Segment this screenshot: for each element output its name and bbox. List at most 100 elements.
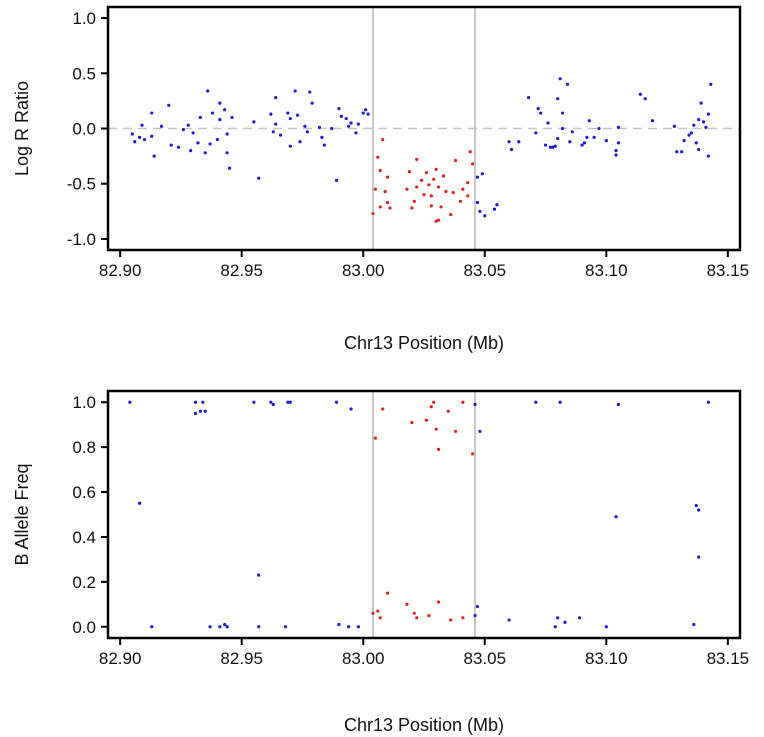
data-point <box>697 118 701 122</box>
y-tick-label: 0.0 <box>72 618 96 637</box>
data-point <box>320 135 324 139</box>
data-point <box>269 400 273 404</box>
data-point <box>225 132 229 136</box>
data-point <box>687 133 691 137</box>
y-axis-title: B Allele Freq <box>12 463 32 565</box>
data-point <box>461 616 465 620</box>
data-point <box>138 501 142 505</box>
x-tick-label: 83.15 <box>707 261 750 280</box>
data-point <box>218 118 222 122</box>
data-point <box>704 125 708 129</box>
data-point <box>697 147 701 152</box>
data-point <box>385 591 390 595</box>
data-point <box>444 189 448 194</box>
data-point <box>344 116 348 121</box>
data-point <box>534 131 538 135</box>
y-tick-label: 0.5 <box>72 64 96 83</box>
data-point <box>257 573 261 577</box>
data-point <box>475 175 480 179</box>
data-point <box>436 185 441 189</box>
data-point <box>410 206 414 210</box>
data-point <box>274 95 278 100</box>
data-point <box>424 171 429 175</box>
data-point <box>181 128 185 132</box>
data-point <box>381 137 385 142</box>
x-tick-label: 83.05 <box>463 649 506 668</box>
data-point <box>140 123 144 127</box>
data-point <box>201 400 205 404</box>
data-point <box>432 400 436 404</box>
b-allele-freq-panel: 82.90 82.95 83.00 83.05 83.10 83.15 1.0 0.8 0.6 0… <box>12 389 749 735</box>
data-point <box>208 625 212 629</box>
data-point <box>271 130 275 134</box>
data-point <box>310 101 314 105</box>
data-point <box>218 101 222 105</box>
data-point <box>434 219 438 223</box>
data-point <box>347 625 351 629</box>
data-point <box>422 193 426 197</box>
data-point <box>526 95 531 100</box>
data-point <box>366 112 370 116</box>
data-point <box>616 402 621 407</box>
log-r-ratio-panel: 82.90 82.95 83.00 83.05 83.10 83.15 1.0 0.5 0.0 -… <box>12 5 750 353</box>
data-point <box>225 151 229 155</box>
data-point <box>193 411 198 416</box>
data-point <box>206 89 210 93</box>
data-point <box>563 620 567 624</box>
data-point <box>507 140 511 144</box>
data-point <box>577 616 582 620</box>
data-point <box>709 82 713 86</box>
data-point <box>507 618 511 622</box>
data-point <box>475 604 480 609</box>
data-point <box>191 131 195 135</box>
data-point <box>371 211 375 216</box>
data-point <box>560 126 565 131</box>
data-point <box>322 143 326 147</box>
data-point <box>130 132 134 136</box>
data-point <box>176 145 181 149</box>
data-point <box>347 124 351 128</box>
x-tick-label: 83.00 <box>342 261 385 280</box>
data-point <box>558 400 562 404</box>
y-tick-label: 0.6 <box>72 483 96 502</box>
data-point <box>495 203 499 207</box>
data-point <box>478 209 482 213</box>
data-point <box>429 204 433 208</box>
data-point <box>378 205 382 209</box>
data-point <box>694 141 698 145</box>
data-point <box>553 144 557 148</box>
y-tick-label: 0.2 <box>72 573 96 592</box>
data-point <box>471 452 475 456</box>
data-point <box>543 143 548 147</box>
y-tick-label: 1.0 <box>72 9 96 28</box>
data-point <box>356 625 360 629</box>
data-point <box>128 400 132 404</box>
data-point <box>697 508 701 512</box>
data-point <box>334 178 339 183</box>
data-point <box>449 618 453 622</box>
x-tick-label: 83.00 <box>342 649 385 668</box>
data-point <box>167 103 171 107</box>
plot-frame <box>106 389 742 640</box>
data-point <box>339 114 343 118</box>
data-point <box>446 409 450 413</box>
data-point <box>198 409 202 413</box>
data-point <box>376 609 380 613</box>
data-point <box>257 625 261 629</box>
data-point <box>223 108 227 112</box>
data-point <box>697 555 701 559</box>
data-point <box>427 183 431 187</box>
data-point <box>405 602 409 606</box>
data-point <box>193 400 198 404</box>
data-point <box>383 189 387 194</box>
data-point <box>376 155 380 159</box>
data-point <box>592 135 596 139</box>
y-axis-title: Log R Ratio <box>12 81 32 176</box>
data-point <box>558 77 562 81</box>
data-point <box>203 409 207 413</box>
data-point <box>317 125 322 129</box>
data-point <box>478 429 482 434</box>
data-point <box>556 136 560 141</box>
data-point <box>381 407 385 411</box>
data-point <box>565 82 570 86</box>
